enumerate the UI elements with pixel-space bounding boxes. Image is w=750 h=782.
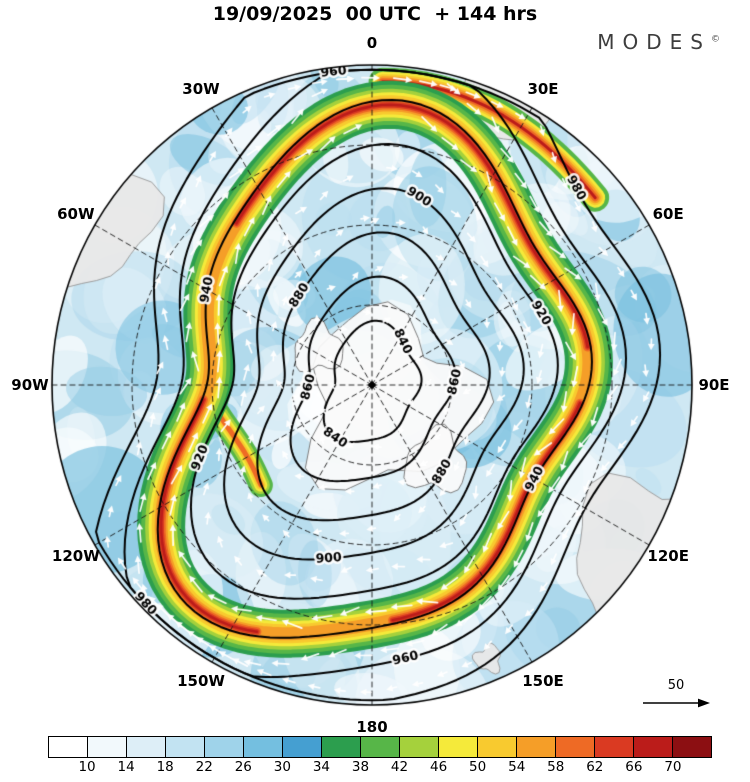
- colorbar-cell: [322, 737, 361, 757]
- colorbar-cell: [556, 737, 595, 757]
- colorbar-tick: 14: [117, 759, 135, 775]
- colorbar-tick: 66: [625, 759, 643, 775]
- colorbar-tick: 42: [390, 759, 409, 775]
- colorbar-cell: [400, 737, 439, 757]
- colorbar-tick: 22: [195, 759, 213, 775]
- colorbar-tick: 18: [156, 759, 174, 775]
- colorbar-cell: [166, 737, 205, 757]
- colorbar-tick: 10: [78, 759, 96, 775]
- colorbar-cell: [127, 737, 166, 757]
- colorbar-tick: 62: [586, 759, 604, 775]
- colorbar-cell: [88, 737, 127, 757]
- colorbar-cell: [205, 737, 244, 757]
- colorbar-cell: [673, 737, 711, 757]
- colorbar-cell: [361, 737, 400, 757]
- colorbar-cell: [283, 737, 322, 757]
- colorbar-tick: 50: [469, 759, 487, 775]
- modes-logo-text: MODES: [597, 30, 711, 54]
- reference-arrow-label: 50: [667, 678, 685, 693]
- colorbar-tick: 26: [234, 759, 252, 775]
- colorbar-tick: 58: [547, 759, 565, 775]
- colorbar-cell: [244, 737, 283, 757]
- modes-logo-copyright: ©: [711, 34, 720, 45]
- colorbar-tick: 46: [429, 759, 448, 775]
- modes-logo: MODES©: [597, 30, 720, 54]
- colorbar-cell: [439, 737, 478, 757]
- colorbar-cell: [634, 737, 673, 757]
- colorbar-tick: 30: [273, 759, 291, 775]
- colorbar-tick: 54: [508, 759, 526, 775]
- colorbar-cell: [49, 737, 88, 757]
- colorbar: [48, 736, 712, 758]
- colorbar-cell: [595, 737, 634, 757]
- polar-wind-map-canvas: [0, 0, 750, 730]
- reference-arrow: 50: [638, 678, 714, 713]
- colorbar-tick: 70: [664, 759, 682, 775]
- reference-arrow-icon: [643, 698, 710, 708]
- map-title: 19/09/2025 00 UTC + 144 hrs: [212, 3, 538, 25]
- colorbar-tick-labels: 10 14 18 22 26 30 34 38 42 46 50 54 58 62 66 70: [48, 759, 712, 777]
- colorbar-tick: 34: [312, 759, 330, 775]
- colorbar-cell: [478, 737, 517, 757]
- colorbar-tick: 38: [351, 759, 370, 775]
- colorbar-cell: [517, 737, 556, 757]
